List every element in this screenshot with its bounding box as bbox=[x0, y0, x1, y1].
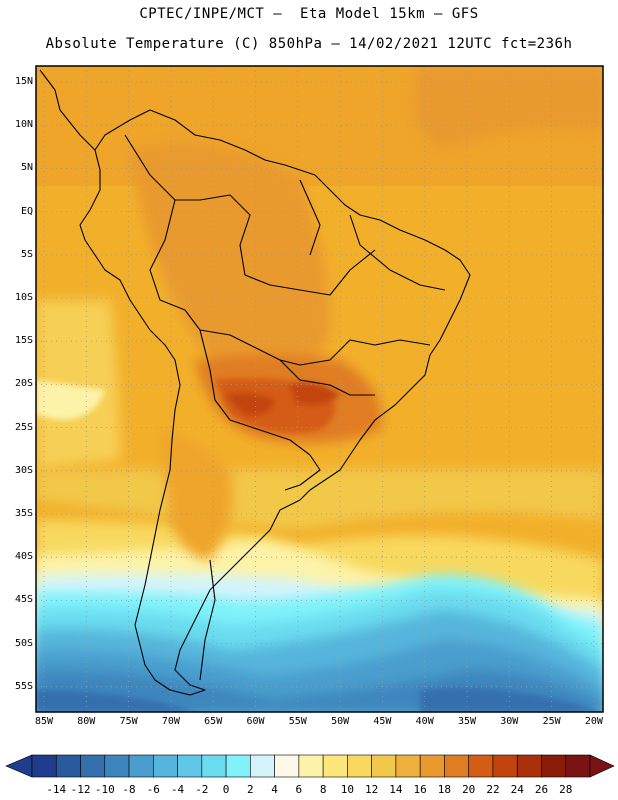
lat-label: 5S bbox=[20, 248, 33, 260]
colorbar-arrow-low bbox=[5, 754, 33, 778]
lon-label: 20W bbox=[584, 716, 603, 727]
colorbar-label: 10 bbox=[340, 783, 355, 796]
lon-label: 65W bbox=[204, 716, 223, 727]
colorbar-label: 26 bbox=[534, 783, 549, 796]
map-frame bbox=[35, 65, 604, 713]
colorbar-swatch bbox=[104, 754, 130, 778]
colorbar-swatch bbox=[516, 754, 542, 778]
lat-label: 35S bbox=[14, 508, 33, 519]
lon-label: 80W bbox=[77, 716, 96, 727]
colorbar-label: -12 bbox=[70, 783, 91, 796]
lat-label: 25S bbox=[14, 421, 33, 433]
colorbar-swatch bbox=[225, 754, 251, 778]
colorbar-label: 8 bbox=[319, 783, 327, 796]
lat-label: EQ bbox=[20, 205, 33, 217]
map-subtitle: Absolute Temperature (C) 850hPa – 14/02/… bbox=[45, 36, 573, 52]
lon-label: 60W bbox=[246, 716, 265, 727]
colorbar-label: 18 bbox=[437, 783, 452, 796]
colorbar-swatch bbox=[371, 754, 397, 778]
colorbar-label: 12 bbox=[365, 783, 379, 796]
colorbar-label: 6 bbox=[295, 783, 303, 796]
colorbar-label: 4 bbox=[271, 783, 278, 796]
colorbar-label: -14 bbox=[46, 783, 67, 796]
colorbar-label: -4 bbox=[170, 783, 185, 796]
colorbar-swatch bbox=[395, 754, 421, 778]
colorbar-swatch bbox=[468, 754, 494, 778]
lat-label: 10N bbox=[14, 119, 33, 131]
colorbar-swatch bbox=[322, 754, 348, 778]
lon-label: 75W bbox=[119, 716, 138, 727]
colorbar-label: 16 bbox=[413, 783, 427, 796]
lon-label: 45W bbox=[373, 716, 392, 727]
colorbar-swatch bbox=[80, 754, 106, 778]
colorbar-label: -2 bbox=[195, 783, 209, 796]
colorbar-label: 22 bbox=[486, 783, 500, 796]
lon-label: 40W bbox=[415, 716, 434, 727]
colorbar-swatch bbox=[347, 754, 372, 778]
colorbar-swatch bbox=[565, 754, 591, 778]
map-title: CPTEC/INPE/MCT – Eta Model 15km – GFS bbox=[139, 6, 479, 22]
lon-label: 35W bbox=[457, 716, 477, 727]
lon-label: 70W bbox=[161, 716, 180, 727]
colorbar-swatch bbox=[31, 754, 57, 778]
colorbar-swatch bbox=[201, 754, 227, 778]
coastlines bbox=[39, 69, 471, 696]
colorbar bbox=[5, 754, 615, 778]
colorbar-swatch bbox=[492, 754, 518, 778]
colorbar-swatch bbox=[298, 754, 324, 778]
colorbar-swatch bbox=[128, 754, 154, 778]
lat-label: 15S bbox=[14, 335, 33, 347]
colorbar-label: -10 bbox=[94, 783, 115, 796]
lat-label: 5N bbox=[20, 162, 33, 174]
lon-label: 55W bbox=[288, 716, 307, 727]
colorbar-swatch bbox=[153, 754, 178, 778]
colorbar-label: 0 bbox=[222, 783, 230, 796]
colorbar-label: -8 bbox=[122, 783, 136, 796]
lon-label: 30W bbox=[500, 716, 519, 727]
colorbar-swatch bbox=[177, 754, 203, 778]
lat-label: 10S bbox=[14, 292, 33, 303]
lat-label: 15N bbox=[14, 76, 33, 87]
lat-label: 55S bbox=[14, 680, 33, 692]
temperature-field bbox=[36, 66, 603, 712]
lon-label: 85W bbox=[34, 716, 54, 727]
lat-label: 30S bbox=[14, 464, 33, 476]
colorbar-swatch bbox=[419, 754, 445, 778]
colorbar-label: 20 bbox=[462, 783, 476, 796]
colorbar-label: 28 bbox=[559, 783, 573, 796]
colorbar-swatch bbox=[444, 754, 469, 778]
colorbar-swatch bbox=[55, 754, 81, 778]
colorbar-label: 2 bbox=[247, 783, 254, 796]
lat-label: 45S bbox=[14, 594, 33, 606]
colorbar-label: 24 bbox=[510, 783, 524, 796]
lon-label: 50W bbox=[331, 716, 350, 727]
colorbar-label: 14 bbox=[389, 783, 403, 796]
colorbar-swatch bbox=[541, 754, 567, 778]
lat-label: 50S bbox=[14, 637, 33, 649]
lon-label: 25W bbox=[542, 716, 561, 727]
colorbar-swatch bbox=[274, 754, 300, 778]
lat-label: 40S bbox=[14, 551, 33, 563]
colorbar-arrow-high bbox=[589, 754, 615, 778]
colorbar-label: -6 bbox=[146, 783, 160, 796]
lat-label: 20S bbox=[14, 378, 33, 390]
colorbar-swatch bbox=[250, 754, 275, 778]
